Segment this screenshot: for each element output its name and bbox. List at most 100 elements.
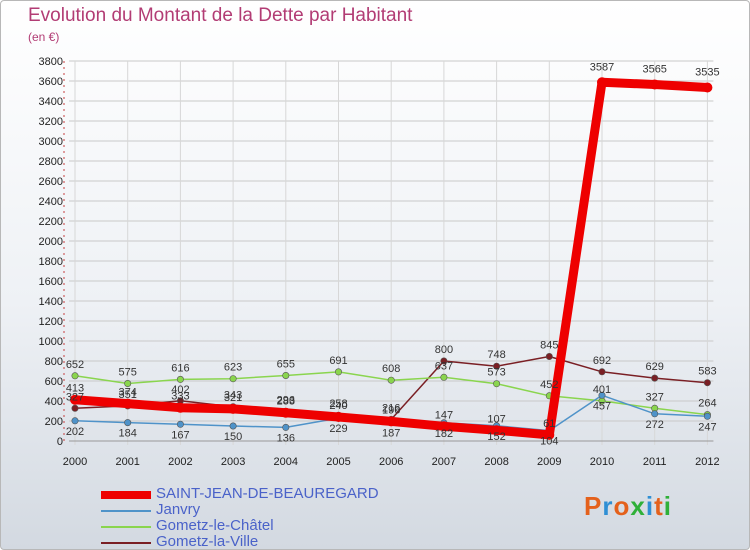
legend-label: Janvry <box>156 501 201 518</box>
data-point <box>280 407 291 418</box>
x-tick-label: 2008 <box>484 456 508 468</box>
data-label: 264 <box>698 398 716 410</box>
data-label: 457 <box>593 400 611 412</box>
logo-letter: i <box>663 491 672 521</box>
chart-unit-label: (en €) <box>28 30 60 44</box>
data-label: 258 <box>329 398 347 410</box>
legend-label: Gometz-la-Ville <box>156 533 259 550</box>
data-point <box>282 371 290 379</box>
x-tick-label: 2001 <box>115 456 139 468</box>
data-point <box>649 79 660 90</box>
y-tick-label: 3200 <box>39 116 63 128</box>
data-point <box>124 419 132 427</box>
data-label: 296 <box>277 394 295 406</box>
data-label: 196 <box>382 404 400 416</box>
data-point <box>71 372 79 380</box>
axes <box>63 61 714 442</box>
data-point <box>282 423 290 431</box>
x-tick-label: 2007 <box>432 456 456 468</box>
y-tick-label: 800 <box>45 356 63 368</box>
data-label: 652 <box>66 359 84 371</box>
data-point <box>386 416 397 427</box>
y-tick-label: 2400 <box>39 196 63 208</box>
data-label: 748 <box>487 349 505 361</box>
y-tick-label: 3600 <box>39 76 63 88</box>
legend-swatch <box>101 510 151 512</box>
data-label: 629 <box>646 361 664 373</box>
data-label: 637 <box>435 360 453 372</box>
logo-letter: o <box>613 491 631 521</box>
legend-item-gometz-le-chatel: Gometz-le-Châtel <box>101 517 431 535</box>
series-lines <box>70 77 713 440</box>
x-tick-label: 2002 <box>168 456 192 468</box>
data-point <box>703 379 711 387</box>
y-tick-label: 3800 <box>39 56 63 68</box>
gridlines <box>69 60 714 445</box>
data-label: 3565 <box>642 64 666 76</box>
x-tick-label: 2011 <box>643 456 667 468</box>
data-label: 152 <box>487 431 505 443</box>
legend-label: SAINT-JEAN-DE-BEAUREGARD <box>156 485 379 502</box>
data-label: 187 <box>382 427 400 439</box>
legend-swatch <box>101 491 151 499</box>
data-label: 351 <box>119 389 137 401</box>
data-label: 845 <box>540 340 558 352</box>
data-label: 321 <box>224 392 242 404</box>
x-tick-label: 2006 <box>379 456 403 468</box>
data-label: 184 <box>119 428 137 440</box>
x-tick-label: 2000 <box>63 456 87 468</box>
data-label: 202 <box>66 426 84 438</box>
data-label: 104 <box>540 436 558 448</box>
x-tick-label: 2012 <box>695 456 719 468</box>
data-label: 692 <box>593 355 611 367</box>
data-label: 283 <box>277 396 295 408</box>
data-label: 616 <box>171 362 189 374</box>
y-tick-label: 1600 <box>39 276 63 288</box>
data-label: 413 <box>66 383 84 395</box>
data-label: 167 <box>171 429 189 441</box>
data-point <box>122 398 133 409</box>
chart-title: Evolution du Montant de la Dette par Hab… <box>28 5 413 26</box>
data-point <box>651 374 659 382</box>
data-label: 343 <box>224 390 242 402</box>
data-point <box>334 368 342 376</box>
data-point <box>175 402 186 413</box>
y-tick-label: 0 <box>57 436 63 448</box>
data-labels: 327 351 402 343 296 258 216 800 748 845 692 629 583 6… <box>66 61 720 447</box>
data-point <box>491 425 502 436</box>
data-label: 147 <box>435 409 453 421</box>
x-tick-label: 2004 <box>274 456 298 468</box>
data-point <box>229 375 237 383</box>
data-point <box>545 352 553 360</box>
data-label: 623 <box>224 362 242 374</box>
data-label: 3535 <box>695 67 719 79</box>
data-point <box>438 421 449 432</box>
data-label: 374 <box>119 387 137 399</box>
data-point <box>176 375 184 383</box>
data-point <box>702 82 713 93</box>
data-point <box>71 404 79 412</box>
legend-item-janvry: Janvry <box>101 501 431 519</box>
data-point <box>651 410 659 418</box>
proxiti-logo: Proxiti <box>584 491 672 522</box>
data-label: 272 <box>646 419 664 431</box>
data-label: 333 <box>171 391 189 403</box>
logo-letter: P <box>584 491 603 521</box>
data-point <box>598 391 606 399</box>
data-point <box>124 379 132 387</box>
data-label: 583 <box>698 366 716 378</box>
data-label: 216 <box>382 402 400 414</box>
data-label: 327 <box>646 391 664 403</box>
data-point <box>598 368 606 376</box>
data-point <box>544 429 555 440</box>
y-tick-label: 600 <box>45 376 63 388</box>
tick-labels: 0 200 400 600 800 1000 1200 1400 1600 1800 2000 220… <box>39 56 720 468</box>
data-label: 573 <box>487 367 505 379</box>
y-tick-label: 200 <box>45 416 63 428</box>
x-tick-label: 2003 <box>221 456 245 468</box>
legend-item-saint-jean: SAINT-JEAN-DE-BEAUREGARD <box>101 485 431 503</box>
x-tick-label: 2005 <box>326 456 350 468</box>
data-point <box>597 77 607 88</box>
